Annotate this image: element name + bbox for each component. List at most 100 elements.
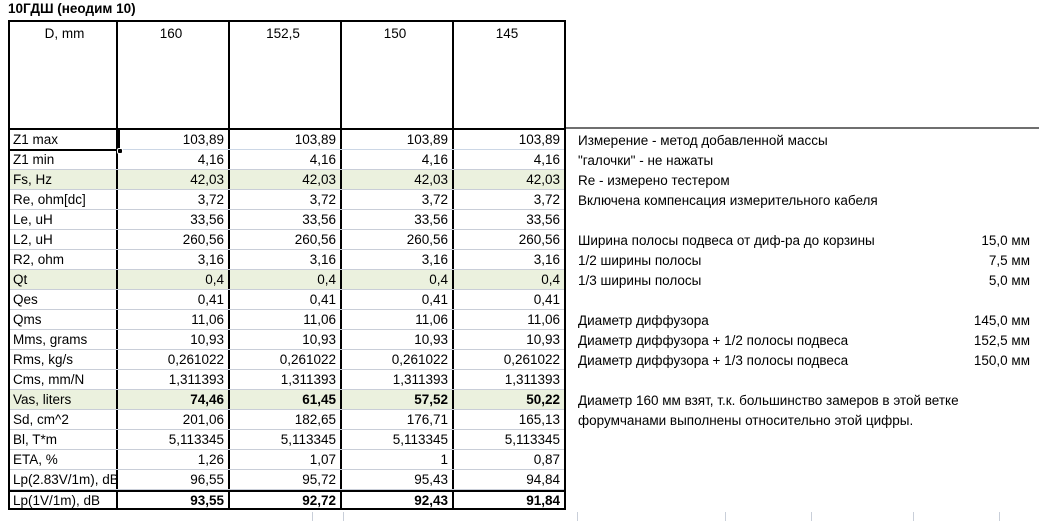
value-cell[interactable]: 103,89	[230, 130, 342, 149]
header-col-cell[interactable]: 145	[495, 26, 519, 41]
value-cell[interactable]: 103,89	[342, 130, 454, 149]
row-label-cell[interactable]: Lp(2.83V/1m), dB	[10, 470, 118, 489]
value-cell[interactable]: 4,16	[533, 152, 560, 167]
value-cell[interactable]: 42,03	[526, 172, 560, 187]
value-cell[interactable]: 57,52	[342, 390, 454, 409]
value-cell[interactable]: 5,113345	[230, 430, 342, 449]
value-cell[interactable]: 11,06	[527, 312, 560, 327]
row-label-cell[interactable]: Qms	[10, 310, 118, 329]
value-cell[interactable]: 260,56	[518, 232, 560, 247]
value-cell[interactable]: 10,93	[342, 330, 454, 349]
row-label-cell[interactable]: L2, uH	[10, 230, 118, 249]
value-cell[interactable]: 61,45	[230, 390, 342, 409]
row-label-cell[interactable]: Mms, grams	[10, 330, 118, 349]
value-cell[interactable]: 201,06	[118, 410, 230, 429]
value-cell[interactable]: 50,22	[526, 392, 560, 407]
value-cell[interactable]: 33,56	[118, 210, 230, 229]
row-label-cell[interactable]: Le, uH	[10, 210, 118, 229]
value-cell[interactable]: 3,16	[118, 250, 230, 269]
note-value[interactable]: 5,0 мм	[988, 272, 1030, 288]
value-cell[interactable]: 42,03	[230, 170, 342, 189]
note-value[interactable]: 152,5 мм	[973, 332, 1030, 348]
value-cell[interactable]: 260,56	[342, 230, 454, 249]
value-cell[interactable]: 1	[342, 450, 454, 469]
value-cell[interactable]: 0,261022	[230, 350, 342, 369]
value-cell[interactable]: 95,43	[342, 470, 454, 489]
note-value[interactable]: 15,0 мм	[981, 232, 1030, 248]
note-value[interactable]: 7,5 мм	[988, 252, 1030, 268]
row-label-cell[interactable]: R2, ohm	[10, 250, 118, 269]
value-cell[interactable]: 74,46	[118, 390, 230, 409]
row-label-cell[interactable]: Re, ohm[dc]	[10, 190, 118, 209]
note-line[interactable]: Диаметр 160 мм взят, т.к. большинство за…	[578, 392, 959, 408]
value-cell[interactable]: 91,84	[526, 492, 560, 508]
value-cell[interactable]: 260,56	[118, 230, 230, 249]
value-cell[interactable]: 0,261022	[342, 350, 454, 369]
note-label[interactable]: Диаметр диффузора	[578, 312, 709, 328]
value-cell[interactable]: 0,261022	[118, 350, 230, 369]
value-cell[interactable]: 0,41	[342, 290, 454, 309]
value-cell[interactable]: 0,4	[342, 270, 454, 289]
row-label-cell[interactable]: Cms, mm/N	[10, 370, 118, 389]
value-cell[interactable]: 182,65	[230, 410, 342, 429]
header-col-cell[interactable]: 160	[118, 22, 230, 128]
value-cell[interactable]: 5,113345	[118, 430, 230, 449]
note-label[interactable]: Диаметр диффузора + 1/3 полосы подвеса	[578, 352, 849, 368]
value-cell[interactable]: 3,72	[533, 192, 560, 207]
note-label[interactable]: Ширина полосы подвеса от диф-ра до корзи…	[578, 232, 875, 248]
value-cell[interactable]: 33,56	[230, 210, 342, 229]
value-cell[interactable]: 103,89	[118, 130, 230, 149]
row-label-cell[interactable]: Qes	[10, 290, 118, 309]
value-cell[interactable]: 3,72	[230, 190, 342, 209]
note-value[interactable]: 150,0 мм	[973, 352, 1030, 368]
value-cell[interactable]: 5,113345	[342, 430, 454, 449]
row-label-cell[interactable]: Qt	[10, 270, 118, 289]
row-label-cell[interactable]: Lp(1V/1m), dB	[10, 492, 118, 508]
value-cell[interactable]: 4,16	[230, 150, 342, 169]
row-label-cell[interactable]: Z1 min	[10, 150, 118, 169]
value-cell[interactable]: 165,13	[518, 412, 560, 427]
fill-handle[interactable]	[117, 148, 123, 154]
value-cell[interactable]: 1,311393	[118, 370, 230, 389]
value-cell[interactable]: 11,06	[342, 310, 454, 329]
value-cell[interactable]: 4,16	[118, 150, 230, 169]
value-cell[interactable]: 3,16	[533, 252, 560, 267]
value-cell[interactable]: 96,55	[118, 470, 230, 489]
header-col-cell[interactable]: 150	[342, 22, 454, 128]
note-line[interactable]: Включена компенсация измерительного кабе…	[578, 192, 878, 208]
value-cell[interactable]: 4,16	[342, 150, 454, 169]
value-cell[interactable]: 1,26	[118, 450, 230, 469]
note-label[interactable]: 1/3 ширины полосы	[578, 272, 702, 288]
value-cell[interactable]: 33,56	[526, 212, 560, 227]
note-line[interactable]: Измерение - метод добавленной массы	[578, 132, 828, 148]
value-cell[interactable]: 260,56	[230, 230, 342, 249]
row-label-cell[interactable]: Bl, T*m	[10, 430, 118, 449]
note-label[interactable]: Диаметр диффузора + 1/2 полосы подвеса	[578, 332, 849, 348]
value-cell[interactable]: 0,4	[230, 270, 342, 289]
value-cell[interactable]: 0,87	[533, 452, 560, 467]
value-cell[interactable]: 92,72	[230, 492, 342, 508]
row-label-cell[interactable]: Rms, kg/s	[10, 350, 118, 369]
value-cell[interactable]: 94,84	[526, 472, 560, 487]
value-cell[interactable]: 33,56	[342, 210, 454, 229]
row-label-cell[interactable]: Sd, cm^2	[10, 410, 118, 429]
note-value[interactable]: 145,0 мм	[973, 312, 1030, 328]
sheet-title[interactable]: 10ГДШ (неодим 10)	[8, 1, 136, 16]
value-cell[interactable]: 3,16	[230, 250, 342, 269]
value-cell[interactable]: 0,41	[118, 290, 230, 309]
value-cell[interactable]: 3,16	[342, 250, 454, 269]
value-cell[interactable]: 0,4	[541, 272, 560, 287]
value-cell[interactable]: 1,311393	[342, 370, 454, 389]
value-cell[interactable]: 1,311393	[230, 370, 342, 389]
value-cell[interactable]: 0,41	[230, 290, 342, 309]
value-cell[interactable]: 10,93	[230, 330, 342, 349]
value-cell[interactable]: 5,113345	[504, 432, 560, 447]
value-cell[interactable]: 93,55	[118, 492, 230, 508]
row-label-cell[interactable]: ETA, %	[10, 450, 118, 469]
value-cell[interactable]: 10,93	[526, 332, 560, 347]
value-cell[interactable]: 11,06	[118, 310, 230, 329]
value-cell[interactable]: 42,03	[118, 170, 230, 189]
value-cell[interactable]: 0,4	[118, 270, 230, 289]
note-line[interactable]: форумчанами выполнены относительно этой …	[578, 412, 914, 428]
value-cell[interactable]: 3,72	[118, 190, 230, 209]
